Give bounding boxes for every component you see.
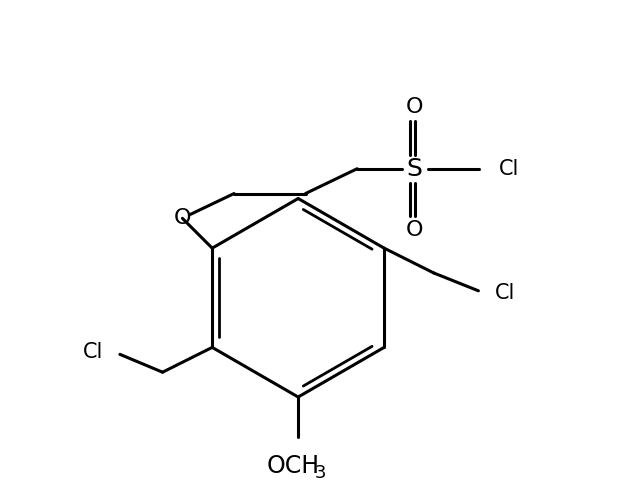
Text: 3: 3 [314,465,326,483]
Text: S: S [407,157,422,181]
Text: O: O [406,97,424,117]
Text: O: O [173,208,191,228]
Text: Cl: Cl [83,342,103,363]
Text: Cl: Cl [499,159,520,179]
Text: OCH: OCH [267,454,320,479]
Text: Cl: Cl [495,283,516,303]
Text: O: O [406,220,424,240]
